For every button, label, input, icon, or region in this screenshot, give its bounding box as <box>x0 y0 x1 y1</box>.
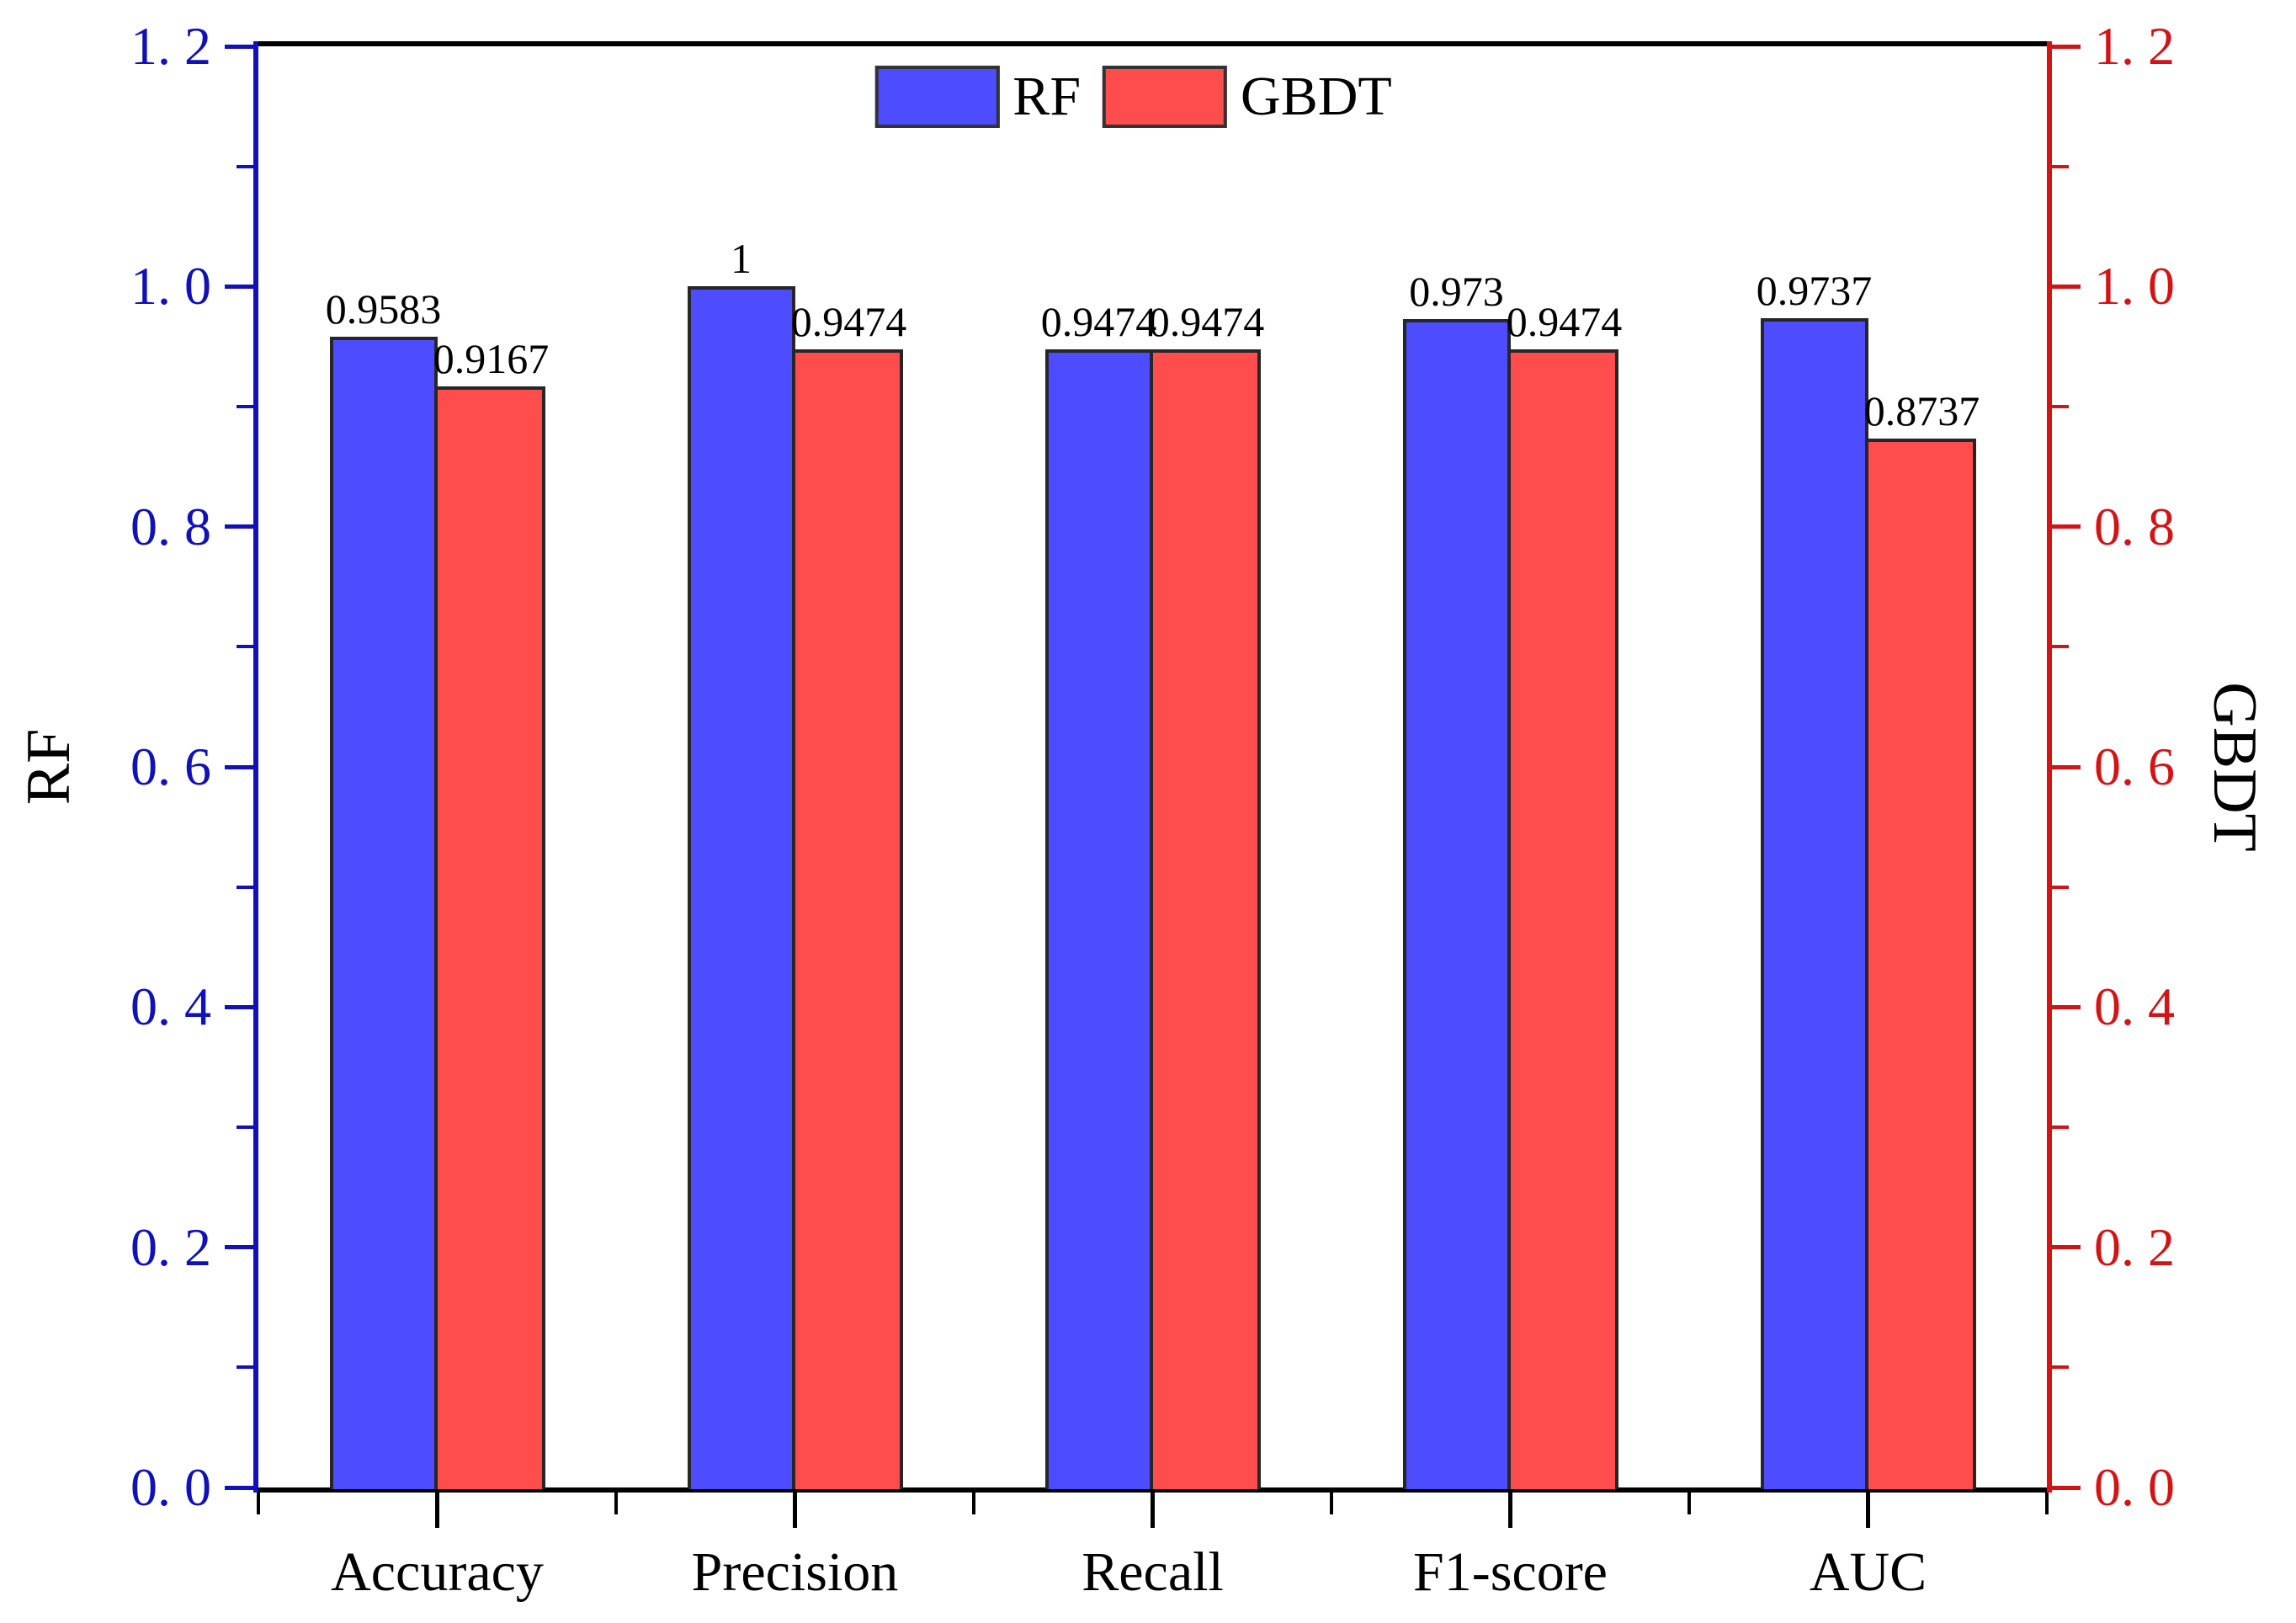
legend-swatch-rf <box>874 66 1000 128</box>
y-major-tick-right <box>2052 524 2081 529</box>
y-tick-label-right: 1. 2 <box>2094 16 2175 76</box>
plot-bottom-spine <box>253 1487 2052 1493</box>
x-minor-tick <box>1687 1493 1691 1514</box>
legend-item-gbdt: GBDT <box>1103 66 1392 128</box>
x-major-tick <box>1508 1493 1512 1528</box>
y-tick-label-right: 0. 2 <box>2094 1216 2175 1277</box>
left-axis-spine <box>253 41 258 1493</box>
bar-value-label: 0.9583 <box>325 285 442 333</box>
y-minor-tick-right <box>2052 1365 2069 1370</box>
bar-value-label: 0.8737 <box>1863 386 1980 434</box>
category-label: Precision <box>691 1541 899 1603</box>
y-major-tick-right <box>2052 284 2081 289</box>
bar-rf-accuracy <box>329 336 438 1489</box>
y-minor-tick-right <box>2052 1125 2069 1129</box>
y-major-tick-right <box>2052 44 2081 49</box>
category-label: F1-score <box>1413 1541 1608 1603</box>
left-axis-title: RF <box>14 728 83 806</box>
bar-rf-precision <box>687 286 795 1489</box>
bar-value-label: 0.9474 <box>1040 298 1157 346</box>
legend: RF GBDT <box>874 66 1392 128</box>
y-minor-tick-left <box>237 645 253 649</box>
bar-gbdt-accuracy <box>433 386 545 1489</box>
x-minor-tick <box>257 1493 260 1514</box>
bar-gbdt-precision <box>791 349 903 1489</box>
plot-top-spine <box>253 41 2052 46</box>
x-major-tick <box>793 1493 797 1528</box>
y-major-tick-left <box>225 524 253 529</box>
y-minor-tick-left <box>237 1125 253 1129</box>
category-label: AUC <box>1809 1541 1927 1603</box>
x-minor-tick <box>2045 1493 2049 1514</box>
right-axis-title: GBDT <box>2200 682 2269 852</box>
y-tick-label-right: 0. 6 <box>2094 737 2175 796</box>
bar-value-label: 1 <box>731 235 752 283</box>
y-minor-tick-left <box>237 164 253 168</box>
bar-gbdt-auc <box>1864 438 1976 1489</box>
y-major-tick-left <box>225 284 253 289</box>
y-major-tick-left <box>225 1485 253 1490</box>
x-major-tick <box>1151 1493 1155 1528</box>
y-minor-tick-right <box>2052 885 2069 889</box>
bar-value-label: 0.973 <box>1409 267 1504 315</box>
y-major-tick-right <box>2052 1004 2081 1009</box>
y-minor-tick-right <box>2052 164 2069 168</box>
y-major-tick-left <box>225 1245 253 1250</box>
legend-label: GBDT <box>1241 66 1392 127</box>
bar-value-label: 0.9737 <box>1756 266 1873 314</box>
y-major-tick-left <box>225 764 253 769</box>
bar-value-label: 0.9474 <box>790 298 907 346</box>
y-minor-tick-right <box>2052 405 2069 408</box>
y-tick-label-left: 0. 4 <box>130 976 211 1037</box>
y-tick-label-right: 0. 4 <box>2094 976 2175 1037</box>
y-tick-label-left: 0. 0 <box>130 1457 211 1517</box>
x-major-tick <box>1866 1493 1870 1528</box>
y-tick-label-left: 1. 2 <box>130 16 211 76</box>
y-major-tick-left <box>225 1004 253 1009</box>
y-tick-label-right: 0. 0 <box>2094 1457 2175 1517</box>
y-tick-label-right: 0. 8 <box>2094 496 2175 556</box>
bar-rf-auc <box>1760 317 1868 1489</box>
bar-gbdt-f1-score <box>1507 349 1618 1489</box>
y-tick-label-left: 1. 0 <box>130 256 211 317</box>
x-minor-tick <box>614 1493 618 1514</box>
y-major-tick-right <box>2052 1485 2081 1490</box>
bar-gbdt-recall <box>1149 349 1261 1489</box>
bar-value-label: 0.9474 <box>1148 298 1265 346</box>
legend-swatch-gbdt <box>1103 66 1228 128</box>
y-tick-label-left: 0. 2 <box>130 1216 211 1277</box>
bar-value-label: 0.9474 <box>1506 298 1623 346</box>
bar-rf-f1-score <box>1402 318 1511 1489</box>
right-axis-spine <box>2047 41 2052 1493</box>
y-tick-label-right: 1. 0 <box>2094 256 2175 317</box>
bar-value-label: 0.9167 <box>433 335 550 383</box>
category-label: Recall <box>1082 1541 1224 1603</box>
y-minor-tick-left <box>237 405 253 408</box>
x-major-tick <box>435 1493 439 1528</box>
legend-label: RF <box>1012 66 1082 127</box>
legend-item-rf: RF <box>874 66 1081 128</box>
y-tick-label-left: 0. 8 <box>130 496 211 556</box>
y-major-tick-right <box>2052 1245 2081 1250</box>
bar-rf-recall <box>1044 349 1153 1489</box>
x-minor-tick <box>1330 1493 1333 1514</box>
x-minor-tick <box>972 1493 975 1514</box>
category-label: Accuracy <box>331 1541 544 1603</box>
y-tick-label-left: 0. 6 <box>130 737 211 796</box>
y-minor-tick-right <box>2052 645 2069 649</box>
y-minor-tick-left <box>237 885 253 889</box>
y-major-tick-right <box>2052 764 2081 769</box>
y-minor-tick-left <box>237 1365 253 1370</box>
y-major-tick-left <box>225 44 253 49</box>
